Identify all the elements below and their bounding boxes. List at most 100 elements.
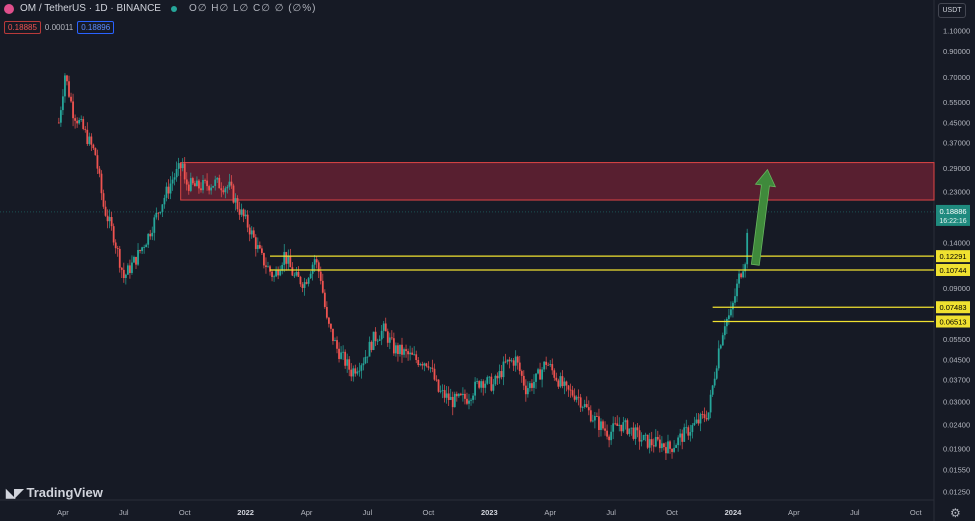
- candle-body: [108, 217, 111, 222]
- candle-body: [417, 360, 420, 366]
- resistance-zone-layer: [0, 162, 935, 213]
- candle-body: [636, 427, 639, 431]
- candle-body: [297, 271, 300, 277]
- candle-body: [563, 381, 566, 387]
- candle-body: [539, 369, 541, 380]
- candle-body: [388, 337, 391, 343]
- symbol-title[interactable]: OM / TetherUS · 1D · BINANCE: [20, 3, 161, 14]
- candle-body: [293, 275, 296, 277]
- candle-body: [559, 376, 562, 387]
- candle-body: [157, 212, 160, 214]
- candle-body: [447, 393, 450, 400]
- candle-body: [305, 282, 308, 284]
- candle-body: [514, 356, 517, 366]
- candle-body: [644, 434, 647, 436]
- candle-body: [291, 267, 294, 276]
- candle-body: [271, 271, 273, 277]
- candle-body: [703, 414, 706, 419]
- sell-price-button[interactable]: 0.18885: [4, 21, 41, 34]
- candle-body: [642, 434, 645, 441]
- buy-price-button[interactable]: 0.18896: [77, 21, 115, 34]
- candle-body: [187, 184, 190, 191]
- candle-body: [218, 177, 221, 189]
- om-logo-icon: [4, 3, 14, 14]
- candle-body: [354, 368, 357, 374]
- candle-body: [490, 376, 493, 391]
- price-axis[interactable]: 1.10000 0.90000 0.70000 0.55000 0.45000 0.370…: [936, 27, 970, 497]
- target-arrow[interactable]: [750, 168, 777, 266]
- candle-body: [392, 338, 395, 354]
- price-tick-label: 1.10000: [943, 27, 970, 36]
- price-tick-label: 0.29000: [943, 164, 970, 173]
- candle-body: [163, 197, 166, 205]
- currency-button[interactable]: USDT: [938, 3, 966, 18]
- candle-body: [183, 163, 186, 180]
- candle-body: [707, 412, 710, 420]
- candle-body: [313, 259, 316, 265]
- candles-layer: [57, 73, 749, 460]
- price-tick-label: 0.70000: [943, 73, 970, 82]
- candle-body: [228, 181, 231, 187]
- time-tick-label: Apr: [788, 508, 800, 517]
- candle-body: [397, 345, 399, 355]
- candle-body: [472, 395, 474, 400]
- support-label: 0.10744: [939, 266, 966, 275]
- candle-body: [555, 377, 558, 381]
- candle-body: [612, 423, 615, 432]
- resistance-zone[interactable]: [180, 162, 935, 201]
- candle-body: [484, 383, 487, 388]
- candle-body: [185, 179, 188, 185]
- candle-body: [358, 370, 361, 372]
- candle-body: [106, 215, 109, 222]
- candle-body: [464, 393, 466, 399]
- candle-body: [600, 421, 602, 431]
- candle-body: [210, 187, 213, 191]
- price-tick-label: 0.03000: [943, 397, 970, 406]
- candle-body: [549, 364, 552, 366]
- candle-body: [457, 393, 460, 397]
- support-label-bg: [936, 315, 970, 328]
- time-tick-label: Jul: [119, 508, 129, 517]
- candle-body: [732, 302, 734, 310]
- candle-body: [478, 381, 481, 388]
- candle-body: [407, 351, 409, 355]
- candle-body: [744, 264, 747, 272]
- candle-body: [90, 136, 93, 145]
- candle-body: [630, 427, 633, 429]
- candle-body: [512, 360, 515, 366]
- time-tick-label: Jul: [850, 508, 860, 517]
- candle-body: [380, 330, 383, 340]
- candle-body: [179, 163, 182, 169]
- candle-body: [571, 390, 574, 396]
- candle-body: [646, 434, 649, 448]
- candle-body: [269, 266, 271, 272]
- candle-body: [376, 340, 379, 342]
- symbol-header[interactable]: OM / TetherUS · 1D · BINANCE O∅ H∅ L∅ C∅…: [4, 3, 316, 14]
- candle-body: [524, 385, 527, 395]
- candle-body: [730, 309, 732, 316]
- candle-body: [435, 379, 438, 381]
- candle-body: [254, 237, 257, 249]
- candle-body: [721, 335, 724, 346]
- candle-body: [459, 393, 462, 396]
- candle-body: [171, 179, 174, 184]
- candle-body: [403, 349, 405, 355]
- candle-body: [149, 233, 152, 237]
- candle-body: [303, 282, 306, 288]
- candle-body: [498, 371, 501, 379]
- candle-body: [669, 441, 671, 449]
- candle-body: [295, 271, 298, 276]
- candle-body: [161, 204, 164, 213]
- candle-body: [727, 315, 730, 319]
- candle-body: [593, 416, 596, 421]
- candle-body: [423, 363, 426, 366]
- candle-body: [575, 396, 578, 400]
- candle-body: [279, 270, 282, 276]
- gear-icon[interactable]: ⚙: [950, 506, 961, 520]
- candle-body: [474, 381, 476, 396]
- candle-body: [281, 264, 284, 271]
- candle-body: [62, 96, 64, 111]
- candle-body: [332, 328, 334, 342]
- time-axis[interactable]: Apr Jul Oct 2022 Apr Jul Oct 2023 Apr Jul Oct 2024 A…: [57, 508, 922, 517]
